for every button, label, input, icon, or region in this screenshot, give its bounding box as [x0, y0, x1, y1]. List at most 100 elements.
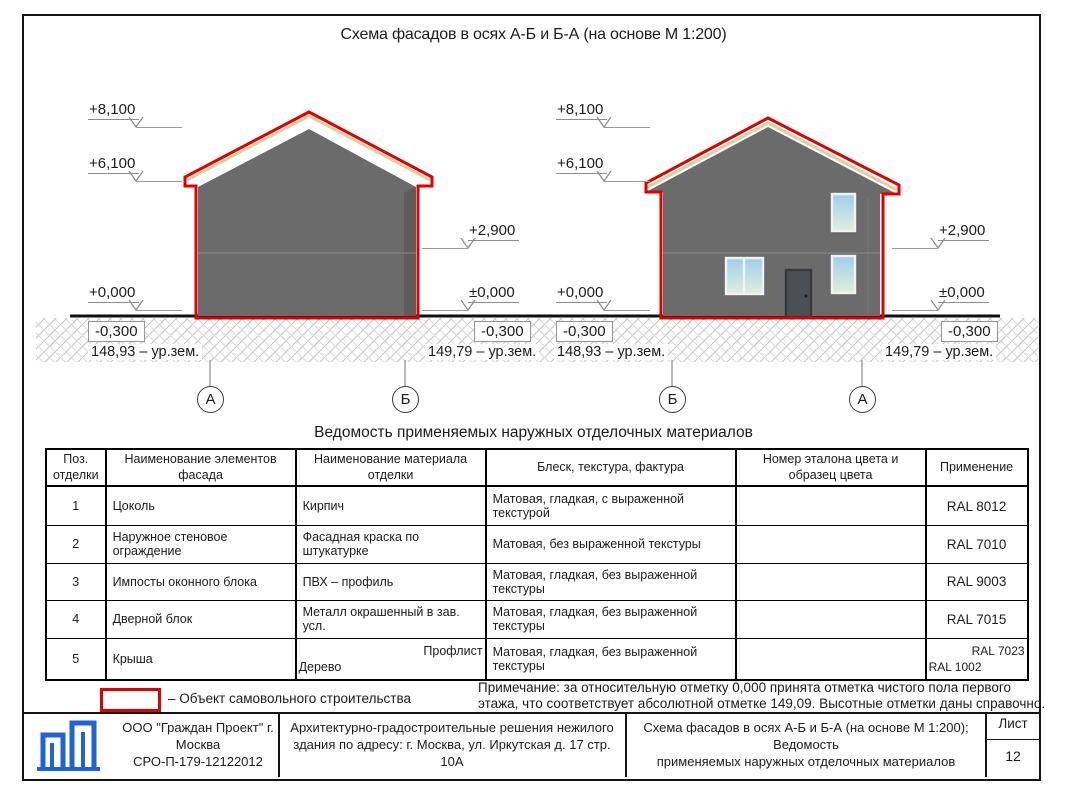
unauthorized-outline	[644, 116, 901, 320]
elevation-value: +6,100	[556, 156, 608, 174]
elevation-value: ±0,000	[468, 285, 519, 303]
door	[784, 268, 813, 319]
cell-element: Крыша	[104, 637, 297, 681]
cell-ral: RAL 1002	[928, 660, 982, 674]
company-name: ООО "Граждан Проект" г. Москва	[122, 720, 274, 753]
facade-right	[644, 116, 901, 320]
project-line1: Архитектурно-градостроительные решения н…	[290, 720, 614, 736]
titleblock-top-border	[22, 712, 1039, 714]
legend-unauthorized-swatch	[100, 688, 161, 712]
cell-material: Металл окрашенный в зав. усл.	[294, 599, 487, 639]
ground-level-mark: -0,300	[556, 321, 613, 342]
header-material: Наименование материала отделки	[294, 447, 487, 488]
table-row: 5 Крыша Дерево Профлист Матовая, гладкая…	[45, 637, 1029, 681]
table-row: 3 Импосты оконного блока ПВХ – профиль М…	[45, 562, 1029, 601]
cell-pos: 5	[45, 637, 107, 681]
project-line2: здания по адресу: г. Москва, ул. Иркутск…	[293, 737, 611, 769]
elevation-value: +6,100	[88, 156, 140, 174]
titleblock-project: Архитектурно-градостроительные решения н…	[284, 714, 620, 777]
note-line1: Примечание: за относительную отметку 0,0…	[478, 680, 1012, 695]
cell-element: Наружное стеновое ограждение	[104, 524, 297, 564]
elevation-mark: +8,100	[556, 101, 650, 128]
header-color: Номер эталона цвета и образец цвета	[734, 447, 927, 488]
elevation-value: +8,100	[556, 102, 608, 120]
materials-table-title: Ведомость применяемых наружных отделочны…	[314, 424, 753, 441]
elevation-value: +2,900	[468, 223, 520, 241]
axis-bubble-b: Б	[659, 386, 686, 413]
cell-pos: 1	[45, 485, 107, 526]
table-row: 2 Наружное стеновое ограждение Фасадная …	[45, 524, 1029, 564]
cell-material: Кирпич	[302, 499, 345, 513]
elevation-value: +2,900	[938, 223, 990, 241]
elevation-arrow-icon	[460, 300, 476, 311]
axis-bubble-a: А	[197, 386, 224, 413]
company-sro: СРО-П-179-12122012	[133, 753, 263, 769]
titleblock-sheet-title: Схема фасадов в осях А-Б и Б-А (на основ…	[631, 714, 981, 777]
elevation-arrow-icon	[460, 238, 476, 249]
elevation-mark: +8,100	[88, 101, 182, 128]
ground-level-mark: -0,300	[474, 321, 531, 342]
cell-ral: RAL 8012	[924, 485, 1029, 526]
axis-bubble-a: А	[849, 386, 876, 413]
facade-left	[183, 110, 434, 320]
company-logo-icon	[37, 720, 100, 771]
titleblock-company: ООО "Граждан Проект" г. Москва СРО-П-179…	[120, 714, 276, 777]
sheet-title-line1: Схема фасадов в осях А-Б и Б-А (на основ…	[643, 720, 969, 753]
ground-level-mark: -0,300	[88, 321, 145, 342]
cell-pos: 4	[45, 599, 107, 639]
cell-ral: RAL 7015	[924, 599, 1029, 639]
cell-texture: Матовая, гладкая, без выраженной текстур…	[484, 637, 737, 681]
elevation-mark: ±0,000	[422, 284, 519, 311]
header-usage: Применение	[924, 447, 1029, 488]
unauthorized-outline	[183, 110, 434, 320]
cell-pos: 3	[45, 562, 107, 601]
ground-elevation-label: 149,79 – ур.зем.	[425, 344, 540, 360]
cell-texture: Матовая, гладкая, без выраженной текстур…	[484, 562, 737, 601]
sheet-number: 12	[1005, 748, 1021, 764]
cell-texture: Матовая, гладкая, с выраженной текстурой	[484, 485, 737, 526]
cell-material: Дерево	[298, 660, 342, 674]
window-lower-right	[830, 254, 857, 295]
elevation-value: +8,100	[88, 102, 140, 120]
sheet-title-line2: применяемых наружных отделочных материал…	[656, 753, 956, 769]
cell-element: Цоколь	[104, 485, 297, 526]
cell-texture: Матовая, без выраженной текстуры	[484, 524, 737, 564]
cell-texture: Матовая, гладкая, без выраженной текстур…	[484, 599, 737, 639]
cell-material: ПВХ – профиль	[294, 562, 487, 601]
note-line2: этажа, что соответствует абсолютной отме…	[478, 695, 1046, 711]
cell-pos: 2	[45, 524, 107, 564]
roof-fascia	[186, 114, 431, 182]
roof-fascia	[645, 121, 898, 192]
elevation-mark: +2,900	[892, 222, 990, 249]
cell-element: Импосты оконного блока	[104, 562, 297, 601]
header-element: Наименование элементов фасада	[104, 447, 297, 488]
table-row: 4 Дверной блок Металл окрашенный в зав. …	[45, 599, 1029, 639]
page-title: Схема фасадов в осях А-Б и Б-А (на основ…	[340, 26, 727, 43]
note: Примечание: за относительную отметку 0,0…	[478, 680, 1048, 712]
ground-elevation-label: 148,93 – ур.зем.	[88, 344, 203, 360]
header-texture: Блеск, текстура, фактура	[484, 447, 737, 488]
cell-ral-2: RAL 7023	[971, 644, 1025, 658]
ground-elevation-label: 148,93 – ур.зем.	[554, 344, 669, 360]
cell-element: Дверной блок	[104, 599, 297, 639]
elevation-mark: +6,100	[88, 155, 182, 182]
window-lower-double	[724, 256, 765, 296]
header-pos: Поз. отделки	[45, 447, 107, 488]
elevation-mark: +0,000	[88, 284, 182, 311]
elevation-arrow-icon	[930, 238, 946, 249]
cell-ral: RAL 7010	[924, 524, 1029, 564]
elevation-value: +0,000	[88, 285, 140, 303]
table-header-row: Поз. отделки Наименование элементов фаса…	[45, 447, 1029, 488]
table-row: 1 Цоколь Кирпич Матовая, гладкая, с выра…	[45, 485, 1029, 526]
axis-leaders	[209, 360, 863, 386]
elevation-mark: ±0,000	[892, 284, 989, 311]
ground-elevation-label: 149,79 – ур.зем.	[882, 344, 997, 360]
window-upper	[830, 192, 857, 233]
elevation-mark: +2,900	[422, 222, 520, 249]
legend-label: – Объект самовольного строительства	[168, 691, 411, 706]
cell-material-2: Профлист	[423, 644, 483, 658]
sheet-border	[22, 14, 1041, 781]
ground-level-mark: -0,300	[941, 321, 998, 342]
materials-table: Поз. отделки Наименование элементов фаса…	[45, 447, 1029, 682]
